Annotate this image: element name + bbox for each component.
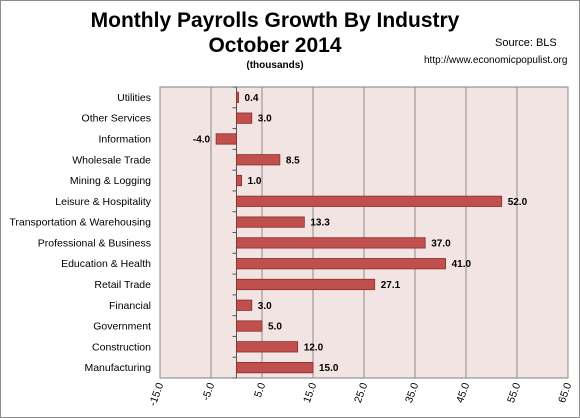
x-tick-label: 15.0 [301, 381, 319, 404]
category-label: Education & Health [61, 258, 151, 270]
category-label: Wholesale Trade [72, 154, 151, 166]
x-tick-label: 45.0 [454, 381, 472, 404]
bar [236, 258, 447, 270]
source-url: http://www.economicpopulist.org [424, 55, 568, 66]
bar [236, 299, 253, 311]
chart-title-date: October 2014 [208, 34, 342, 57]
data-label: 13.3 [310, 218, 330, 229]
bar [236, 237, 426, 249]
data-label: 37.0 [431, 238, 451, 249]
data-label: 52.0 [508, 197, 528, 208]
x-tick-label: 35.0 [403, 381, 421, 404]
data-label: -4.0 [193, 134, 211, 145]
data-label: 1.0 [248, 176, 262, 187]
category-label: Information [98, 133, 151, 145]
category-label: Professional & Business [38, 237, 151, 249]
category-label: Other Services [82, 113, 151, 125]
bar [236, 154, 281, 166]
category-label: Utilities [117, 92, 151, 104]
data-label: 3.0 [258, 301, 272, 312]
x-tick-label: 65.0 [556, 381, 574, 404]
data-label: 3.0 [258, 114, 272, 125]
bar [236, 320, 263, 332]
category-label: Financial [109, 300, 151, 312]
x-tick-label: 25.0 [352, 381, 370, 404]
chart-title: Monthly Payrolls Growth By Industry [90, 9, 460, 32]
category-label: Mining & Logging [70, 175, 151, 187]
x-tick-label: 5.0 [252, 381, 268, 399]
data-label: 0.4 [245, 93, 259, 104]
category-label: Transportation & Warehousing [9, 217, 151, 229]
x-tick-label: -5.0 [200, 381, 218, 402]
bar [236, 362, 314, 374]
bar [236, 195, 503, 207]
data-label: 15.0 [319, 363, 339, 374]
bar [236, 174, 242, 187]
source-label: Source: BLS [495, 37, 557, 49]
bar [236, 112, 253, 124]
category-label: Government [93, 321, 151, 333]
bar [236, 278, 376, 291]
bar [236, 216, 305, 228]
data-label: 41.0 [452, 259, 472, 270]
data-label: 12.0 [304, 342, 324, 353]
data-label: 27.1 [381, 280, 401, 291]
bar [215, 133, 237, 145]
data-label: 5.0 [268, 322, 282, 333]
bar [236, 91, 239, 103]
x-tick-label: 55.0 [505, 381, 523, 404]
category-label: Manufacturing [84, 362, 151, 374]
bar [236, 341, 299, 353]
category-label: Construction [92, 341, 151, 353]
category-label: Leisure & Hospitality [55, 196, 151, 208]
x-tick-label: -15.0 [147, 381, 167, 408]
data-label: 8.5 [286, 155, 300, 166]
chart-subtitle: (thousands) [246, 60, 304, 71]
category-label: Retail Trade [94, 279, 151, 291]
